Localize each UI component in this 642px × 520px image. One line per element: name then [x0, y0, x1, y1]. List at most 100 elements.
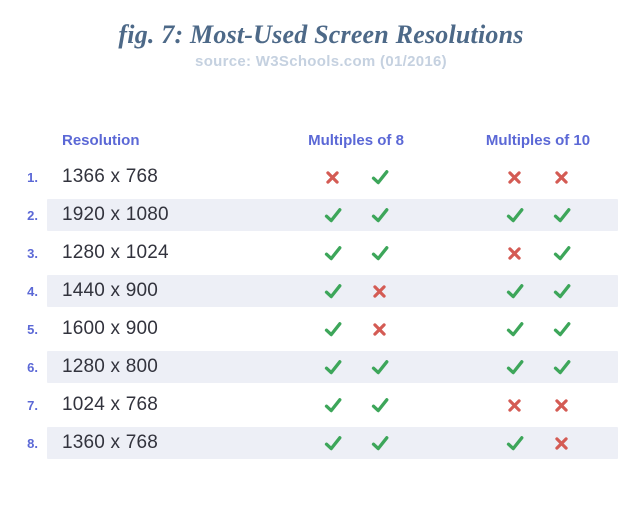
mark-cell-m8-1 — [309, 395, 356, 415]
mark-cell-m10-2 — [538, 205, 585, 225]
table-header-body: Resolution Multiples of 8 Multiples of 1… — [47, 124, 618, 156]
mark-cell-m8-1 — [309, 205, 356, 225]
resolution-value: 1280 x 1024 — [62, 242, 169, 263]
mark-cell-m8-2 — [356, 243, 403, 263]
check-icon — [371, 170, 388, 185]
mark-cell-m8-1 — [309, 433, 356, 453]
check-icon — [553, 246, 570, 261]
mark-cell-m10-1 — [491, 245, 538, 262]
table-row: 8. 1360 x 768 — [0, 424, 642, 462]
table-header-row: Resolution Multiples of 8 Multiples of 1… — [0, 122, 642, 158]
row-body: 1360 x 768 — [47, 427, 618, 459]
column-gap-spacer — [403, 291, 491, 292]
mark-cell-m10-2 — [538, 357, 585, 377]
row-number: 6. — [27, 359, 38, 375]
table-row: 7. 1024 x 768 — [0, 386, 642, 424]
column-gap-spacer — [403, 405, 491, 406]
row-number: 7. — [27, 397, 38, 413]
mark-cell-m10-2 — [538, 243, 585, 263]
mark-cell-m8-1 — [309, 319, 356, 339]
mark-cell-m10-2 — [538, 281, 585, 301]
mark-cell-m8-1 — [309, 169, 356, 186]
mark-cell-m10-1 — [491, 205, 538, 225]
header-rank-spacer — [0, 122, 47, 158]
column-gap-spacer — [403, 367, 491, 368]
table-row: 5. 1600 x 900 — [0, 310, 642, 348]
check-icon — [371, 246, 388, 261]
check-icon — [324, 398, 341, 413]
check-icon — [553, 360, 570, 375]
table-row: 4. 1440 x 900 — [0, 272, 642, 310]
mark-cell-m10-1 — [491, 357, 538, 377]
row-body: 1600 x 900 — [47, 313, 618, 345]
table-row: 6. 1280 x 800 — [0, 348, 642, 386]
check-icon — [371, 208, 388, 223]
row-body: 1366 x 768 — [47, 161, 618, 193]
mark-cell-m8-2 — [356, 205, 403, 225]
figure-title: fig. 7: Most-Used Screen Resolutions — [118, 20, 524, 49]
mark-cell-m10-2 — [538, 319, 585, 339]
cross-icon — [373, 284, 386, 298]
cross-icon — [373, 322, 386, 336]
cross-icon — [508, 170, 521, 184]
check-icon — [371, 436, 388, 451]
row-number: 5. — [27, 321, 38, 337]
column-header-multiples-of-10: Multiples of 10 — [485, 131, 591, 149]
mark-cell-m10-1 — [491, 397, 538, 414]
cross-icon — [555, 398, 568, 412]
mark-cell-m10-1 — [491, 433, 538, 453]
check-icon — [371, 398, 388, 413]
row-number: 8. — [27, 435, 38, 451]
mark-cell-m8-2 — [356, 321, 403, 338]
column-gap-spacer — [403, 140, 491, 141]
check-icon — [324, 246, 341, 261]
check-icon — [506, 436, 523, 451]
column-gap-spacer — [403, 177, 491, 178]
row-body: 1024 x 768 — [47, 389, 618, 421]
mark-cell-m8-2 — [356, 433, 403, 453]
resolution-table: Resolution Multiples of 8 Multiples of 1… — [0, 122, 642, 462]
figure-source: source: W3Schools.com (01/2016) — [195, 53, 447, 70]
table-row: 2. 1920 x 1080 — [0, 196, 642, 234]
table-rows: 1. 1366 x 768 2. 1920 x 1080 3. 1280 x 1… — [0, 158, 642, 462]
row-number: 2. — [27, 207, 38, 223]
cross-icon — [508, 398, 521, 412]
resolution-value: 1920 x 1080 — [62, 204, 169, 225]
table-row: 1. 1366 x 768 — [0, 158, 642, 196]
cross-icon — [555, 436, 568, 450]
column-gap-spacer — [403, 215, 491, 216]
mark-cell-m8-2 — [356, 395, 403, 415]
table-row: 3. 1280 x 1024 — [0, 234, 642, 272]
resolution-value: 1280 x 800 — [62, 356, 159, 377]
check-icon — [553, 208, 570, 223]
check-icon — [506, 208, 523, 223]
mark-cell-m10-2 — [538, 435, 585, 452]
cross-icon — [555, 170, 568, 184]
resolution-value: 1360 x 768 — [62, 432, 159, 453]
check-icon — [324, 436, 341, 451]
check-icon — [553, 322, 570, 337]
resolution-value: 1440 x 900 — [62, 280, 159, 301]
column-header-resolution: Resolution — [62, 131, 140, 149]
resolution-value: 1600 x 900 — [62, 318, 159, 339]
column-header-multiples-of-8: Multiples of 8 — [308, 131, 404, 149]
mark-cell-m10-2 — [538, 397, 585, 414]
row-body: 1440 x 900 — [47, 275, 618, 307]
mark-cell-m10-1 — [491, 169, 538, 186]
check-icon — [324, 208, 341, 223]
mark-cell-m8-1 — [309, 357, 356, 377]
row-body: 1920 x 1080 — [47, 199, 618, 231]
resolution-value: 1024 x 768 — [62, 394, 159, 415]
column-gap-spacer — [403, 443, 491, 444]
check-icon — [506, 284, 523, 299]
mark-cell-m8-1 — [309, 281, 356, 301]
check-icon — [506, 322, 523, 337]
mark-cell-m8-2 — [356, 167, 403, 187]
row-number: 3. — [27, 245, 38, 261]
row-body: 1280 x 1024 — [47, 237, 618, 269]
resolution-value: 1366 x 768 — [62, 166, 159, 187]
mark-cell-m10-1 — [491, 281, 538, 301]
mark-cell-m10-1 — [491, 319, 538, 339]
row-body: 1280 x 800 — [47, 351, 618, 383]
check-icon — [553, 284, 570, 299]
